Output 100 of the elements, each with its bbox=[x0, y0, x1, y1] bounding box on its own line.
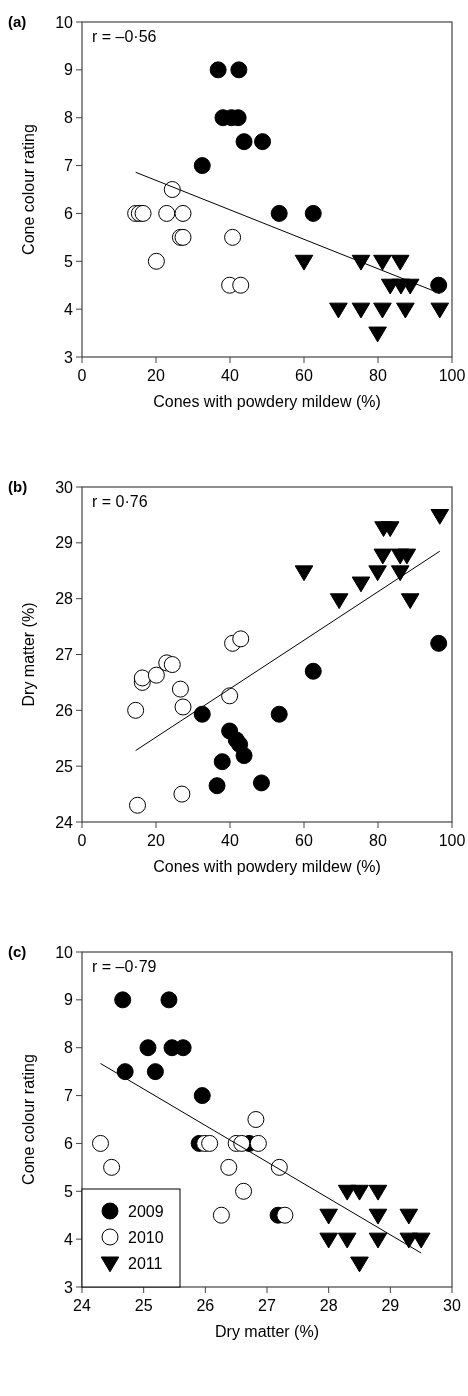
point bbox=[368, 326, 387, 343]
point bbox=[249, 1134, 267, 1152]
x-tick-label: 28 bbox=[319, 1297, 338, 1314]
point bbox=[208, 777, 226, 795]
point bbox=[430, 276, 448, 294]
point bbox=[213, 753, 231, 771]
point bbox=[304, 662, 322, 680]
point bbox=[350, 1256, 369, 1273]
y-tick-label: 6 bbox=[64, 1135, 74, 1153]
point bbox=[193, 157, 211, 175]
legend-label: 2009 bbox=[128, 1202, 164, 1220]
point bbox=[235, 747, 253, 765]
point bbox=[329, 302, 348, 319]
legend-label: 2010 bbox=[128, 1228, 164, 1246]
y-axis-title: Cone colour rating bbox=[20, 1054, 37, 1185]
x-tick-label: 27 bbox=[258, 1297, 276, 1314]
y-tick-label: 3 bbox=[64, 348, 74, 366]
point bbox=[163, 656, 181, 674]
annotation: r = 0·76 bbox=[92, 493, 148, 510]
point bbox=[232, 276, 250, 294]
y-tick-label: 8 bbox=[64, 109, 74, 127]
point bbox=[270, 705, 288, 723]
y-axis-title: Cone colour rating bbox=[20, 124, 37, 255]
point bbox=[319, 1232, 338, 1249]
chart-title: (c) bbox=[8, 942, 27, 960]
x-axis-title: Dry matter (%) bbox=[215, 1323, 319, 1340]
point bbox=[368, 1232, 388, 1249]
x-tick-label: 40 bbox=[221, 832, 239, 849]
point bbox=[304, 204, 322, 222]
y-tick-label: 24 bbox=[55, 813, 74, 831]
chart-title: (b) bbox=[8, 477, 28, 495]
point bbox=[373, 254, 392, 271]
y-tick-label: 10 bbox=[55, 13, 74, 31]
y-tick-label: 7 bbox=[64, 157, 74, 175]
y-tick-label: 10 bbox=[55, 943, 74, 961]
point bbox=[337, 1232, 357, 1249]
point bbox=[390, 565, 410, 582]
y-tick-label: 29 bbox=[55, 534, 74, 552]
x-tick-label: 29 bbox=[381, 1297, 400, 1314]
y-tick-label: 5 bbox=[64, 1182, 74, 1200]
point bbox=[116, 1063, 134, 1081]
x-axis-title: Cones with powdery mildew (%) bbox=[153, 858, 381, 875]
y-tick-label: 26 bbox=[55, 701, 74, 719]
point bbox=[350, 1184, 369, 1201]
point bbox=[133, 669, 151, 687]
point bbox=[397, 548, 417, 565]
y-axis-title: Dry matter (%) bbox=[20, 602, 37, 707]
point bbox=[373, 302, 392, 319]
point bbox=[294, 254, 314, 271]
x-tick-label: 40 bbox=[221, 367, 239, 384]
x-tick-label: 100 bbox=[438, 367, 466, 384]
point bbox=[230, 61, 248, 79]
point bbox=[276, 1206, 294, 1224]
point bbox=[232, 630, 250, 648]
point bbox=[351, 302, 371, 319]
x-tick-label: 26 bbox=[196, 1297, 215, 1314]
point bbox=[400, 593, 420, 610]
point bbox=[193, 705, 211, 723]
x-tick-label: 0 bbox=[77, 832, 87, 849]
point bbox=[368, 1208, 388, 1225]
y-tick-label: 4 bbox=[64, 1230, 74, 1248]
y-tick-label: 30 bbox=[55, 478, 74, 496]
point bbox=[201, 1134, 219, 1152]
x-tick-label: 20 bbox=[147, 367, 165, 384]
point bbox=[235, 133, 253, 151]
x-axis-title: Cones with powdery mildew (%) bbox=[153, 393, 381, 410]
point bbox=[114, 991, 132, 1009]
point bbox=[430, 508, 450, 525]
legend-label: 2011 bbox=[128, 1254, 163, 1272]
point bbox=[294, 565, 314, 582]
x-tick-label: 100 bbox=[438, 832, 466, 849]
y-tick-label: 25 bbox=[55, 757, 74, 775]
point bbox=[399, 1208, 419, 1225]
annotation: r = –0·79 bbox=[92, 958, 157, 975]
point bbox=[270, 204, 288, 222]
point bbox=[396, 302, 415, 319]
y-tick-label: 5 bbox=[64, 252, 74, 270]
point bbox=[134, 204, 152, 222]
point bbox=[373, 548, 393, 565]
chart-title: (a) bbox=[8, 12, 27, 30]
y-tick-label: 4 bbox=[64, 300, 74, 318]
point bbox=[329, 593, 349, 610]
y-tick-label: 8 bbox=[64, 1039, 74, 1057]
y-tick-label: 28 bbox=[55, 590, 74, 608]
point bbox=[430, 302, 450, 319]
point bbox=[252, 774, 270, 792]
point bbox=[411, 1232, 431, 1249]
y-tick-label: 9 bbox=[64, 61, 74, 79]
point bbox=[351, 254, 371, 271]
x-tick-label: 30 bbox=[443, 1297, 461, 1314]
point bbox=[209, 61, 227, 79]
y-tick-label: 9 bbox=[64, 991, 74, 1009]
point bbox=[390, 254, 410, 271]
y-tick-label: 7 bbox=[64, 1087, 74, 1105]
x-tick-label: 80 bbox=[369, 367, 387, 384]
point bbox=[430, 634, 448, 652]
x-tick-label: 60 bbox=[295, 367, 313, 384]
point bbox=[368, 1184, 388, 1201]
point bbox=[193, 1087, 211, 1105]
x-tick-label: 60 bbox=[295, 832, 313, 849]
